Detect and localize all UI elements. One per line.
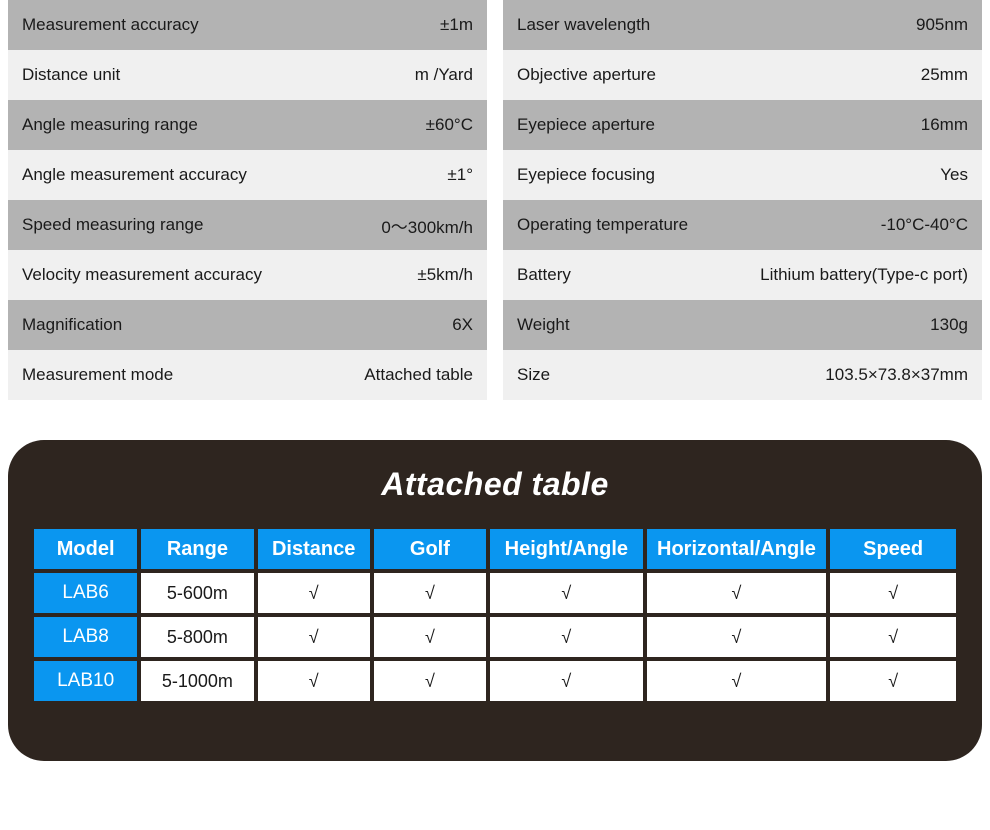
attached-cell: √ bbox=[490, 661, 643, 701]
spec-row: Weight 130g bbox=[503, 300, 982, 350]
spec-label: Battery bbox=[517, 265, 571, 285]
attached-header-cell: Model bbox=[34, 529, 137, 569]
attached-cell: √ bbox=[647, 661, 827, 701]
attached-table: ModelRangeDistanceGolfHeight/AngleHorizo… bbox=[30, 525, 960, 705]
spec-row: Distance unit m /Yard bbox=[8, 50, 487, 100]
spec-label: Eyepiece focusing bbox=[517, 165, 655, 185]
spec-value: 25mm bbox=[921, 65, 968, 85]
attached-body: LAB65-600m√√√√√LAB85-800m√√√√√LAB105-100… bbox=[34, 573, 956, 701]
attached-title: Attached table bbox=[30, 466, 960, 503]
attached-cell: √ bbox=[258, 573, 370, 613]
spec-label: Measurement accuracy bbox=[22, 15, 199, 35]
spec-row: Eyepiece aperture 16mm bbox=[503, 100, 982, 150]
spec-label: Size bbox=[517, 365, 550, 385]
attached-model-cell: LAB6 bbox=[34, 573, 137, 613]
spec-row: Battery Lithium battery(Type-c port) bbox=[503, 250, 982, 300]
attached-cell: √ bbox=[830, 661, 956, 701]
spec-value: 103.5×73.8×37mm bbox=[825, 365, 968, 385]
spec-label: Measurement mode bbox=[22, 365, 173, 385]
spec-value: 16mm bbox=[921, 115, 968, 135]
spec-label: Magnification bbox=[22, 315, 122, 335]
attached-header-cell: Horizontal/Angle bbox=[647, 529, 827, 569]
spec-label: Angle measuring range bbox=[22, 115, 198, 135]
attached-row: LAB105-1000m√√√√√ bbox=[34, 661, 956, 701]
specs-column-right: Laser wavelength 905nm Objective aperture 2… bbox=[503, 0, 982, 400]
spec-label: Objective aperture bbox=[517, 65, 656, 85]
attached-cell: √ bbox=[374, 617, 486, 657]
spec-value: Lithium battery(Type-c port) bbox=[760, 265, 968, 285]
spec-value: 905nm bbox=[916, 15, 968, 35]
attached-header-cell: Range bbox=[141, 529, 253, 569]
spec-value: 6X bbox=[452, 315, 473, 335]
attached-model-cell: LAB10 bbox=[34, 661, 137, 701]
spec-row: Eyepiece focusing Yes bbox=[503, 150, 982, 200]
spec-row: Speed measuring range 0～300km/h bbox=[8, 200, 487, 250]
attached-cell: √ bbox=[647, 617, 827, 657]
spec-row: Velocity measurement accuracy ±5km/h bbox=[8, 250, 487, 300]
spec-label: Eyepiece aperture bbox=[517, 115, 655, 135]
spec-label: Laser wavelength bbox=[517, 15, 650, 35]
attached-header-cell: Distance bbox=[258, 529, 370, 569]
attached-cell: √ bbox=[258, 661, 370, 701]
spec-row: Operating temperature -10°C-40°C bbox=[503, 200, 982, 250]
attached-cell: √ bbox=[490, 617, 643, 657]
attached-cell: √ bbox=[830, 573, 956, 613]
attached-row: LAB85-800m√√√√√ bbox=[34, 617, 956, 657]
spec-label: Speed measuring range bbox=[22, 215, 203, 235]
attached-row: LAB65-600m√√√√√ bbox=[34, 573, 956, 613]
spec-value: 0～300km/h bbox=[381, 213, 473, 238]
spec-label: Distance unit bbox=[22, 65, 120, 85]
spec-row: Magnification 6X bbox=[8, 300, 487, 350]
page-container: Measurement accuracy ±1m Distance unit m /Y… bbox=[0, 0, 990, 761]
attached-cell: √ bbox=[490, 573, 643, 613]
attached-model-cell: LAB8 bbox=[34, 617, 137, 657]
spec-value: Yes bbox=[940, 165, 968, 185]
spec-row: Size 103.5×73.8×37mm bbox=[503, 350, 982, 400]
attached-header-cell: Height/Angle bbox=[490, 529, 643, 569]
spec-value: 130g bbox=[930, 315, 968, 335]
spec-row: Angle measurement accuracy ±1° bbox=[8, 150, 487, 200]
spec-row: Objective aperture 25mm bbox=[503, 50, 982, 100]
spec-label: Weight bbox=[517, 315, 570, 335]
spec-label: Angle measurement accuracy bbox=[22, 165, 247, 185]
specs-column-left: Measurement accuracy ±1m Distance unit m /Y… bbox=[8, 0, 487, 400]
attached-cell: 5-600m bbox=[141, 573, 253, 613]
attached-cell: 5-800m bbox=[141, 617, 253, 657]
spec-value: ±60°C bbox=[426, 115, 473, 135]
spec-value: Attached table bbox=[364, 365, 473, 385]
spec-value: ±1° bbox=[447, 165, 473, 185]
attached-header-cell: Golf bbox=[374, 529, 486, 569]
spec-label: Velocity measurement accuracy bbox=[22, 265, 262, 285]
spec-value: ±1m bbox=[440, 15, 473, 35]
attached-cell: √ bbox=[374, 573, 486, 613]
attached-cell: √ bbox=[258, 617, 370, 657]
attached-panel: Attached table ModelRangeDistanceGolfHei… bbox=[8, 440, 982, 761]
attached-header-cell: Speed bbox=[830, 529, 956, 569]
attached-cell: 5-1000m bbox=[141, 661, 253, 701]
spec-value: m /Yard bbox=[415, 65, 473, 85]
attached-cell: √ bbox=[647, 573, 827, 613]
spec-row: Laser wavelength 905nm bbox=[503, 0, 982, 50]
attached-cell: √ bbox=[830, 617, 956, 657]
spec-label: Operating temperature bbox=[517, 215, 688, 235]
spec-value: -10°C-40°C bbox=[881, 215, 968, 235]
spec-value: ±5km/h bbox=[417, 265, 473, 285]
specs-wrapper: Measurement accuracy ±1m Distance unit m /Y… bbox=[0, 0, 990, 400]
spec-row: Measurement mode Attached table bbox=[8, 350, 487, 400]
spec-row: Measurement accuracy ±1m bbox=[8, 0, 487, 50]
spec-row: Angle measuring range ±60°C bbox=[8, 100, 487, 150]
attached-header-row: ModelRangeDistanceGolfHeight/AngleHorizo… bbox=[34, 529, 956, 569]
attached-cell: √ bbox=[374, 661, 486, 701]
